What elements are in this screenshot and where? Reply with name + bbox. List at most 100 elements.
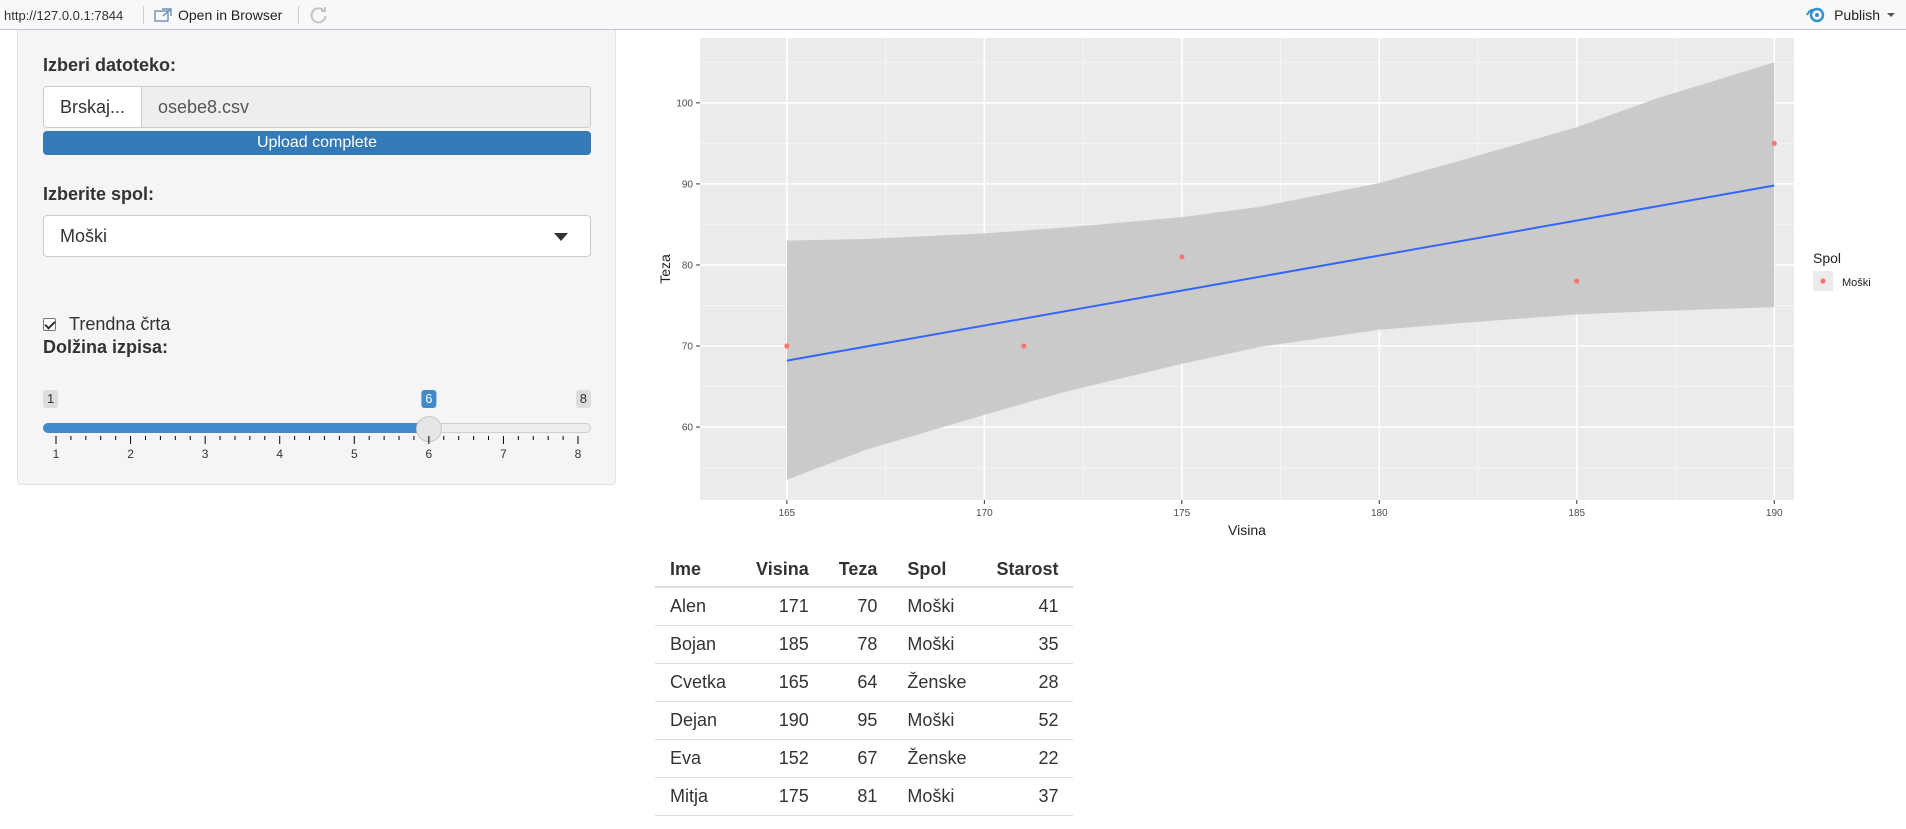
table-cell: Moški (892, 701, 982, 740)
table-cell: Mitja (655, 777, 742, 816)
table-cell: 165 (741, 663, 824, 702)
column-header: Ime (655, 552, 742, 588)
slider-fill (43, 423, 429, 433)
y-axis-label: Teza (657, 254, 673, 284)
table-cell: Dejan (655, 701, 742, 740)
data-point (1771, 140, 1777, 146)
table-cell: Moški (892, 777, 982, 816)
table-cell: 70 (823, 587, 893, 626)
upload-progress-bar: Upload complete (43, 131, 591, 155)
gender-selected-value: Moški (60, 226, 108, 246)
dropdown-caret-icon (554, 233, 568, 241)
slider-min-label: 1 (43, 390, 59, 408)
table-cell: 28 (981, 663, 1074, 702)
table-cell: Moški (892, 625, 982, 664)
refresh-icon (310, 7, 327, 24)
y-tick-label: 80 (682, 260, 694, 271)
publish-button[interactable]: Publish (1806, 6, 1896, 24)
slider-tick-grid: 1 2 3 4 5 6 7 8 (53, 436, 582, 461)
table-cell: 185 (741, 625, 824, 664)
slider-value-label: 6 (421, 390, 437, 408)
sidebar-panel: Izberi datoteko: Brskaj... osebe8.csv Up… (17, 30, 616, 485)
gender-select[interactable]: Moški (43, 215, 591, 257)
slider-tick-label: 6 (426, 447, 433, 461)
column-header: Starost (981, 552, 1074, 588)
table-cell: 81 (823, 777, 893, 816)
app-url: http://127.0.0.1:7844 (4, 8, 124, 23)
refresh-button[interactable] (309, 5, 329, 30)
legend-title: Spol (1813, 250, 1841, 266)
data-point (1021, 343, 1027, 349)
open-in-browser-label: Open in Browser (178, 7, 283, 23)
y-tick-label: 70 (682, 342, 694, 353)
trend-checkbox-label: Trendna črta (69, 314, 171, 334)
table-cell: 52 (981, 701, 1074, 740)
table-cell: 95 (823, 701, 893, 740)
data-point (1179, 254, 1185, 260)
publish-icon (1806, 7, 1825, 23)
table-row: Cvetka 165 64 Ženske 28 (655, 663, 1074, 702)
table-cell: 41 (981, 587, 1074, 626)
legend-label: Moški (1842, 277, 1871, 289)
table-cell: 171 (741, 587, 824, 626)
table-row: Dejan 190 95 Moški 52 (655, 701, 1074, 740)
chevron-down-icon[interactable] (1886, 11, 1896, 19)
x-tick-label: 175 (1173, 508, 1190, 519)
slider-tick-label: 4 (276, 447, 283, 461)
table-cell: Alen (655, 587, 742, 626)
column-header: Teza (823, 552, 893, 588)
table-row: Alen 171 70 Moški 41 (655, 587, 1074, 626)
output-length-slider[interactable]: 1 8 6 1 2 3 4 5 6 7 8 (43, 390, 591, 470)
slider-tick-label: 8 (575, 447, 582, 461)
table-cell: 67 (823, 739, 893, 778)
table-cell: 152 (741, 739, 824, 778)
table-cell: Bojan (655, 625, 742, 664)
confidence-band (786, 62, 1775, 480)
slider-tick-label: 3 (202, 447, 209, 461)
table-row: Mitja 175 81 Moški 37 (655, 777, 1074, 816)
table-cell: 22 (981, 739, 1074, 778)
y-tick-label: 60 (682, 423, 694, 434)
table-cell: Moški (892, 587, 982, 626)
legend-point (1820, 278, 1826, 284)
slider-tick-label: 1 (53, 447, 60, 461)
viewer-toolbar: http://127.0.0.1:7844 Open in Browser Pu… (0, 0, 1906, 30)
column-header: Visina (741, 552, 824, 588)
slider-tick-label: 7 (500, 447, 507, 461)
table-cell: 37 (981, 777, 1074, 816)
browse-button[interactable]: Brskaj... (43, 86, 142, 128)
toolbar-divider (298, 6, 299, 24)
table-cell: 64 (823, 663, 893, 702)
slider-tick-label: 5 (351, 447, 358, 461)
trend-checkbox[interactable] (43, 318, 56, 331)
table-cell: Eva (655, 739, 742, 778)
x-tick-label: 165 (779, 508, 796, 519)
y-tick-label: 100 (676, 98, 693, 109)
output-length-label: Dolžina izpisa: (43, 337, 169, 357)
y-tick-label: 90 (682, 179, 694, 190)
x-tick-label: 180 (1371, 508, 1388, 519)
file-name-field[interactable]: osebe8.csv (142, 86, 591, 128)
table-cell: 175 (741, 777, 824, 816)
file-input-label: Izberi datoteko: (43, 55, 177, 75)
file-input: Brskaj... osebe8.csv (43, 86, 591, 128)
x-tick-label: 190 (1766, 508, 1783, 519)
table-header-row: Ime Visina Teza Spol Starost (655, 552, 1074, 588)
gender-select-label: Izberite spol: (43, 184, 155, 204)
toolbar-divider (143, 6, 144, 24)
table-row: Bojan 185 78 Moški 35 (655, 625, 1074, 664)
trend-line (786, 184, 1775, 362)
column-header: Spol (892, 552, 982, 588)
x-axis-label: Visina (1228, 522, 1266, 538)
table-cell: 35 (981, 625, 1074, 664)
plot-canvas: 165 170 175 180 185 190 60 70 80 90 100 Visina Tez… (657, 38, 1871, 538)
x-tick-label: 170 (976, 508, 993, 519)
slider-max-label: 8 (575, 390, 591, 408)
table-cell: 190 (741, 701, 824, 740)
table-cell: Ženske (892, 663, 982, 702)
table-cell: Ženske (892, 739, 982, 778)
x-tick-label: 185 (1568, 508, 1585, 519)
slider-tick-label: 2 (127, 447, 134, 461)
open-in-browser-button[interactable]: Open in Browser (154, 7, 282, 23)
table-row: Eva 152 67 Ženske 22 (655, 739, 1074, 778)
